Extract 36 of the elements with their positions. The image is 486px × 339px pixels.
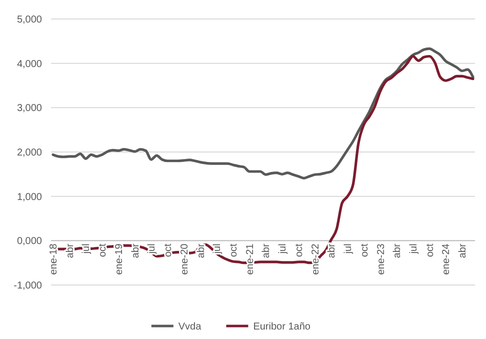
- y-tick-label: 4,000: [16, 58, 42, 70]
- y-tick-label: 3,000: [16, 103, 42, 114]
- y-tick-label: -1,000: [14, 280, 42, 292]
- x-tick-label: oct: [359, 243, 370, 258]
- x-tick-label: oct: [228, 243, 240, 258]
- x-tick-label: ene-23: [376, 243, 387, 275]
- x-tick-label: abr: [392, 242, 404, 258]
- x-tick-label: abr: [130, 242, 142, 258]
- x-tick-label: ene-19: [114, 243, 125, 275]
- x-tick-label: ene-22: [310, 243, 322, 275]
- y-tick-label: 5,000: [16, 14, 42, 26]
- x-tick-label: abr: [64, 242, 76, 258]
- x-tick-label: ene-18: [48, 243, 60, 275]
- x-tick-label: abr: [196, 242, 207, 258]
- legend-label: Euribor 1año: [253, 322, 311, 332]
- x-tick-label: abr: [326, 242, 338, 258]
- x-tick-label: jul: [146, 244, 158, 255]
- x-tick-label: jul: [81, 244, 92, 255]
- x-tick-label: ene-20: [179, 243, 190, 275]
- x-tick-label: abr: [261, 242, 272, 258]
- x-tick-label: jul: [278, 244, 289, 255]
- x-tick-label: oct: [424, 243, 436, 258]
- x-tick-label: abr: [458, 242, 469, 258]
- x-tick-label: jul: [343, 244, 354, 255]
- x-tick-label: oct: [98, 243, 109, 258]
- y-tick-label: 1,000: [16, 192, 42, 203]
- x-tick-label: ene-24: [441, 243, 452, 275]
- y-tick-label: 2,000: [16, 148, 42, 158]
- x-tick-label: oct: [163, 243, 174, 258]
- x-tick-label: ene-21: [244, 243, 256, 275]
- y-tick-label: 0,000: [16, 236, 42, 248]
- legend-label: Vvda: [178, 322, 202, 332]
- line-series: [52, 47, 474, 180]
- x-tick-label: oct: [294, 243, 305, 258]
- x-tick-label: jul: [212, 244, 224, 255]
- x-tick-label: jul: [408, 244, 420, 255]
